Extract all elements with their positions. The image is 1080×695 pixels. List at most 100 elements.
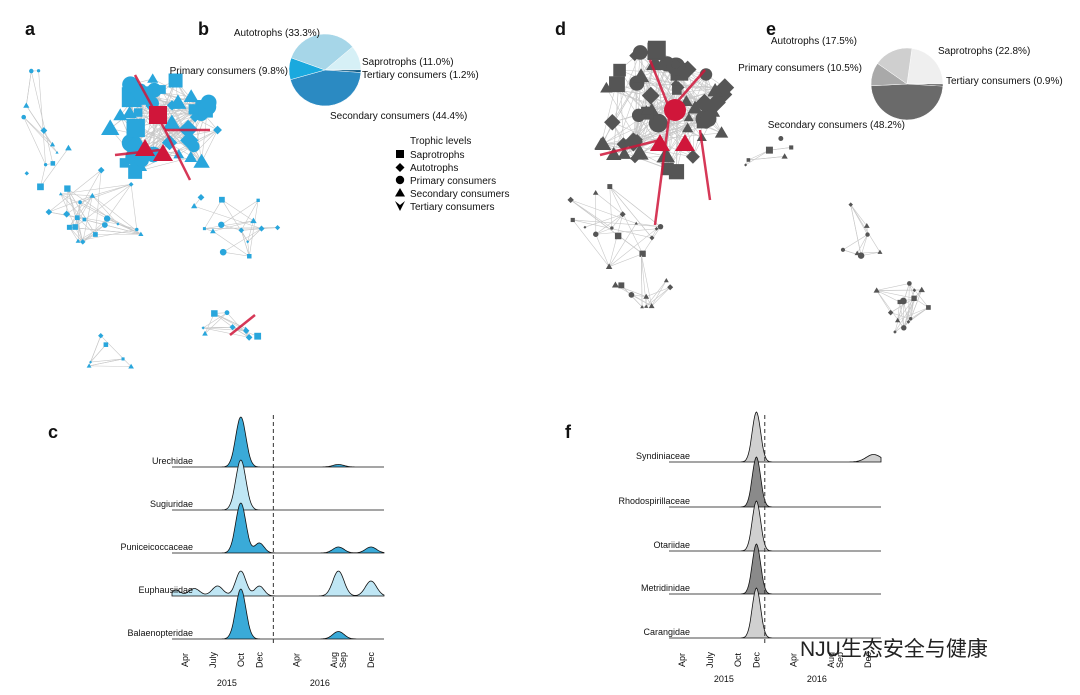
node xyxy=(121,357,125,361)
node xyxy=(907,281,912,286)
edge xyxy=(595,213,623,235)
edge xyxy=(608,253,643,267)
node xyxy=(696,119,706,129)
node xyxy=(715,78,735,98)
node xyxy=(103,342,109,347)
node xyxy=(135,139,155,156)
edge xyxy=(40,147,69,188)
edge xyxy=(745,149,770,166)
edge xyxy=(194,205,262,229)
pie-label-name: Autotrophs xyxy=(771,36,819,47)
node xyxy=(24,171,29,176)
legend-item: Primary consumers xyxy=(410,176,496,187)
edge xyxy=(609,186,613,229)
pie-label-name: Secondary consumers xyxy=(768,120,868,131)
node xyxy=(614,232,622,240)
node xyxy=(191,203,198,209)
node xyxy=(863,222,870,228)
node xyxy=(685,149,700,164)
edge xyxy=(609,186,643,254)
node xyxy=(200,94,217,111)
edge xyxy=(88,335,102,366)
node xyxy=(45,208,53,216)
edge xyxy=(212,220,254,232)
edge xyxy=(89,365,132,367)
node xyxy=(193,153,210,168)
node xyxy=(66,224,72,230)
series-label: Balaenopteridae xyxy=(127,628,193,638)
node xyxy=(606,146,622,160)
node xyxy=(188,140,200,153)
series-label: Metridinidae xyxy=(641,583,690,593)
node xyxy=(49,141,56,147)
legend-title: Trophic levels xyxy=(410,136,471,147)
year-label: 2016 xyxy=(310,678,330,688)
panel-letter: d xyxy=(555,19,566,39)
pie-label-name: Tertiary consumers xyxy=(946,76,1030,87)
node xyxy=(707,93,726,112)
node xyxy=(80,239,86,245)
x-tick-label: Aug xyxy=(826,652,836,668)
pie-label: Primary consumers (10.5%) xyxy=(738,63,862,74)
edge xyxy=(104,224,141,235)
pie-slice xyxy=(290,69,362,107)
edge xyxy=(100,335,132,367)
x-tick-label: Dec xyxy=(366,652,376,669)
pie-label: Tertiary consumers (1.2%) xyxy=(362,70,479,81)
pie-label: Primary consumers (9.8%) xyxy=(170,66,288,77)
node xyxy=(901,325,907,331)
node xyxy=(570,217,575,223)
node xyxy=(168,73,183,88)
edge xyxy=(910,298,915,319)
node xyxy=(630,144,649,160)
x-tick-label: Oct xyxy=(236,653,246,668)
node xyxy=(908,317,913,321)
node xyxy=(656,146,676,163)
pie-slice xyxy=(906,48,944,85)
year-label: 2016 xyxy=(807,674,827,684)
panel-letter: a xyxy=(25,19,36,39)
edge xyxy=(247,228,262,242)
density-curve xyxy=(669,543,881,595)
edge xyxy=(609,186,653,239)
edge xyxy=(202,312,228,329)
edge xyxy=(67,188,84,242)
edge xyxy=(92,195,119,225)
edge xyxy=(201,129,218,163)
legend-item: Tertiary consumers xyxy=(410,202,494,213)
node xyxy=(202,227,206,231)
edge xyxy=(92,184,132,196)
node xyxy=(639,251,644,256)
node xyxy=(593,231,599,237)
node xyxy=(153,144,173,161)
node xyxy=(147,73,159,83)
edge xyxy=(69,227,141,235)
node xyxy=(687,100,703,114)
edge xyxy=(584,213,623,228)
node xyxy=(605,263,613,269)
series-label: Rhodospirillaceae xyxy=(618,496,690,506)
node xyxy=(93,232,98,237)
node xyxy=(197,194,205,201)
panel-letter: c xyxy=(48,422,58,442)
x-tick-label: Apr xyxy=(677,653,687,667)
node xyxy=(134,152,149,168)
edge xyxy=(897,307,929,321)
node xyxy=(40,127,48,134)
density-curve xyxy=(172,459,384,511)
node xyxy=(64,185,71,192)
edge xyxy=(221,199,248,242)
edge xyxy=(248,200,259,257)
edge xyxy=(240,230,250,257)
edge xyxy=(572,219,661,227)
edge xyxy=(204,220,254,229)
node xyxy=(36,69,41,73)
panel-letter: f xyxy=(565,422,572,442)
legend-symbol xyxy=(395,175,405,185)
edge xyxy=(903,298,915,328)
node xyxy=(89,192,96,198)
highlight-edge xyxy=(648,59,672,111)
edge xyxy=(570,199,613,229)
x-tick-label: Apr xyxy=(292,653,302,667)
node xyxy=(43,162,48,167)
